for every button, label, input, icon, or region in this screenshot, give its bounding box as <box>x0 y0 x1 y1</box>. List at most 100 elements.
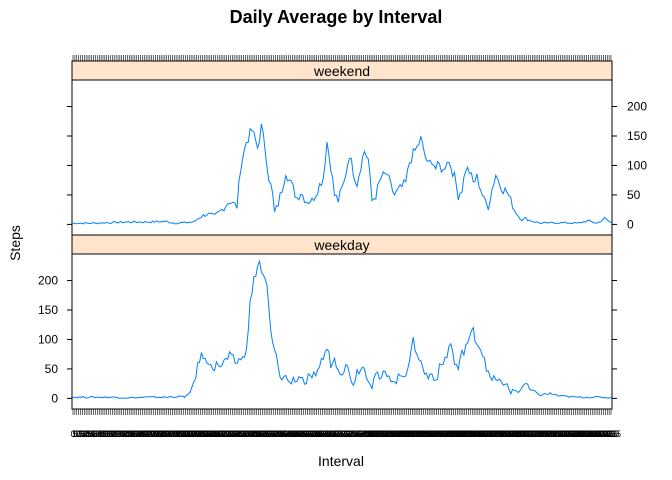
x-tick-label-221: 1105 <box>478 429 497 439</box>
x-tick-label-211: 1055 <box>459 429 479 439</box>
x-tick-label-123: 615 <box>296 429 311 439</box>
x-tick-label-272: 1360 <box>573 429 593 439</box>
x-tick-label-121: 605 <box>292 429 307 439</box>
x-tick-label-5: 25 <box>77 429 87 439</box>
x-tick-label-14: 70 <box>94 429 104 439</box>
x-tick-label-128: 640 <box>305 429 320 439</box>
x-tick-label-236: 1180 <box>506 429 525 439</box>
x-tick-label-63: 315 <box>184 429 199 439</box>
x-tick-label-28: 140 <box>118 429 133 439</box>
x-tick-label-133: 665 <box>315 429 330 439</box>
x-tick-label-140: 700 <box>328 429 343 439</box>
x-tick-label-184: 920 <box>410 429 425 439</box>
x-tick-label-147: 735 <box>341 429 356 439</box>
x-tick-label-270: 1350 <box>569 429 589 439</box>
x-tick-label-91: 455 <box>236 429 251 439</box>
x-tick-label-33: 165 <box>127 429 142 439</box>
y-tick-label-weekend-4: 200 <box>627 100 647 114</box>
x-tick-label-161: 805 <box>367 429 382 439</box>
x-tick-label-227: 1135 <box>489 429 508 439</box>
x-tick-label-271: 1355 <box>571 429 591 439</box>
x-tick-label-172: 860 <box>388 429 403 439</box>
x-tick-label-157: 785 <box>360 429 375 439</box>
x-tick-label-102: 510 <box>257 429 272 439</box>
x-tick-label-179: 895 <box>401 429 416 439</box>
x-tick-label-286: 1430 <box>599 429 619 439</box>
strip-label-weekday: weekday <box>313 237 369 253</box>
x-tick-label-273: 1365 <box>575 429 595 439</box>
x-tick-label-117: 585 <box>285 429 300 439</box>
x-tick-label-51: 255 <box>161 429 176 439</box>
x-tick-label-31: 155 <box>124 429 139 439</box>
x-tick-label-47: 235 <box>154 429 169 439</box>
x-tick-label-160: 800 <box>365 429 380 439</box>
x-axis-label: Interval <box>318 453 364 469</box>
x-tick-label-220: 1100 <box>476 429 495 439</box>
x-tick-label-48: 240 <box>155 429 170 439</box>
x-tick-label-49: 245 <box>157 429 172 439</box>
x-tick-label-105: 525 <box>262 429 277 439</box>
x-tick-label-34: 170 <box>129 429 144 439</box>
x-tick-label-182: 910 <box>407 429 422 439</box>
x-tick-label-223: 1115 <box>482 429 501 439</box>
x-tick-label-283: 1415 <box>593 429 613 439</box>
x-tick-label-82: 410 <box>219 429 234 439</box>
plot-area-weekday <box>71 253 613 410</box>
x-tick-label-61: 305 <box>180 429 195 439</box>
panel-weekend: weekend 0 50 100 150 200 <box>67 60 647 236</box>
x-tick-label-165: 825 <box>375 429 390 439</box>
x-tick-label-27: 135 <box>116 429 131 439</box>
x-tick-label-137: 685 <box>322 429 337 439</box>
x-tick-label-11: 55 <box>89 429 99 439</box>
x-tick-label-120: 600 <box>290 429 305 439</box>
x-tick-label-177: 885 <box>397 429 412 439</box>
x-tick-label-251: 1255 <box>534 429 554 439</box>
x-tick-label-265: 1325 <box>560 429 580 439</box>
x-tick-label-42: 210 <box>144 429 159 439</box>
x-tick-label-207: 1035 <box>451 429 471 439</box>
strip-label-weekend: weekend <box>313 63 370 79</box>
x-tick-label-131: 655 <box>311 429 326 439</box>
x-tick-label-285: 1425 <box>597 429 617 439</box>
x-tick-label-95: 475 <box>244 429 259 439</box>
x-tick-label-40: 200 <box>140 429 155 439</box>
x-tick-label-58: 290 <box>174 429 189 439</box>
x-tick-label-175: 875 <box>394 429 409 439</box>
x-tick-label-224: 1120 <box>483 429 502 439</box>
x-tick-label-113: 565 <box>277 429 292 439</box>
x-tick-label-249: 1245 <box>530 429 550 439</box>
x-tick-label-166: 830 <box>377 429 392 439</box>
x-tick-label-88: 440 <box>230 429 245 439</box>
x-tick-label-171: 855 <box>386 429 401 439</box>
x-tick-label-260: 1300 <box>550 429 570 439</box>
x-tick-label-43: 215 <box>146 429 161 439</box>
x-tick-label-56: 280 <box>170 429 185 439</box>
x-tick-label-138: 690 <box>324 429 339 439</box>
x-tick-label-188: 940 <box>418 429 433 439</box>
x-tick-label-72: 360 <box>200 429 215 439</box>
x-tick-label-60: 300 <box>178 429 193 439</box>
x-tick-label-183: 915 <box>409 429 424 439</box>
x-tick-label-267: 1335 <box>563 429 583 439</box>
x-tick-label-89: 445 <box>232 429 247 439</box>
x-tick-label-8: 40 <box>83 429 93 439</box>
x-tick-label-119: 595 <box>289 429 304 439</box>
x-tick-label-125: 625 <box>300 429 315 439</box>
x-tick-label-65: 325 <box>187 429 202 439</box>
x-tick-label-74: 370 <box>204 429 219 439</box>
x-tick-label-156: 780 <box>358 429 373 439</box>
x-tick-label-30: 150 <box>122 429 137 439</box>
x-tick-label-238: 1190 <box>509 429 528 439</box>
x-tick-label-37: 185 <box>135 429 150 439</box>
x-tick-label-39: 195 <box>139 429 154 439</box>
x-tick-label-192: 960 <box>425 429 440 439</box>
x-tick-label-202: 1010 <box>442 429 462 439</box>
x-tick-label-41: 205 <box>142 429 157 439</box>
x-tick-label-212: 1060 <box>460 429 480 439</box>
x-tick-label-193: 965 <box>427 429 442 439</box>
x-tick-label-233: 1165 <box>500 429 519 439</box>
x-tick-label-80: 400 <box>215 429 230 439</box>
x-tick-label-197: 985 <box>435 429 450 439</box>
x-tick-label-208: 1040 <box>453 429 473 439</box>
x-tick-label-96: 480 <box>245 429 260 439</box>
